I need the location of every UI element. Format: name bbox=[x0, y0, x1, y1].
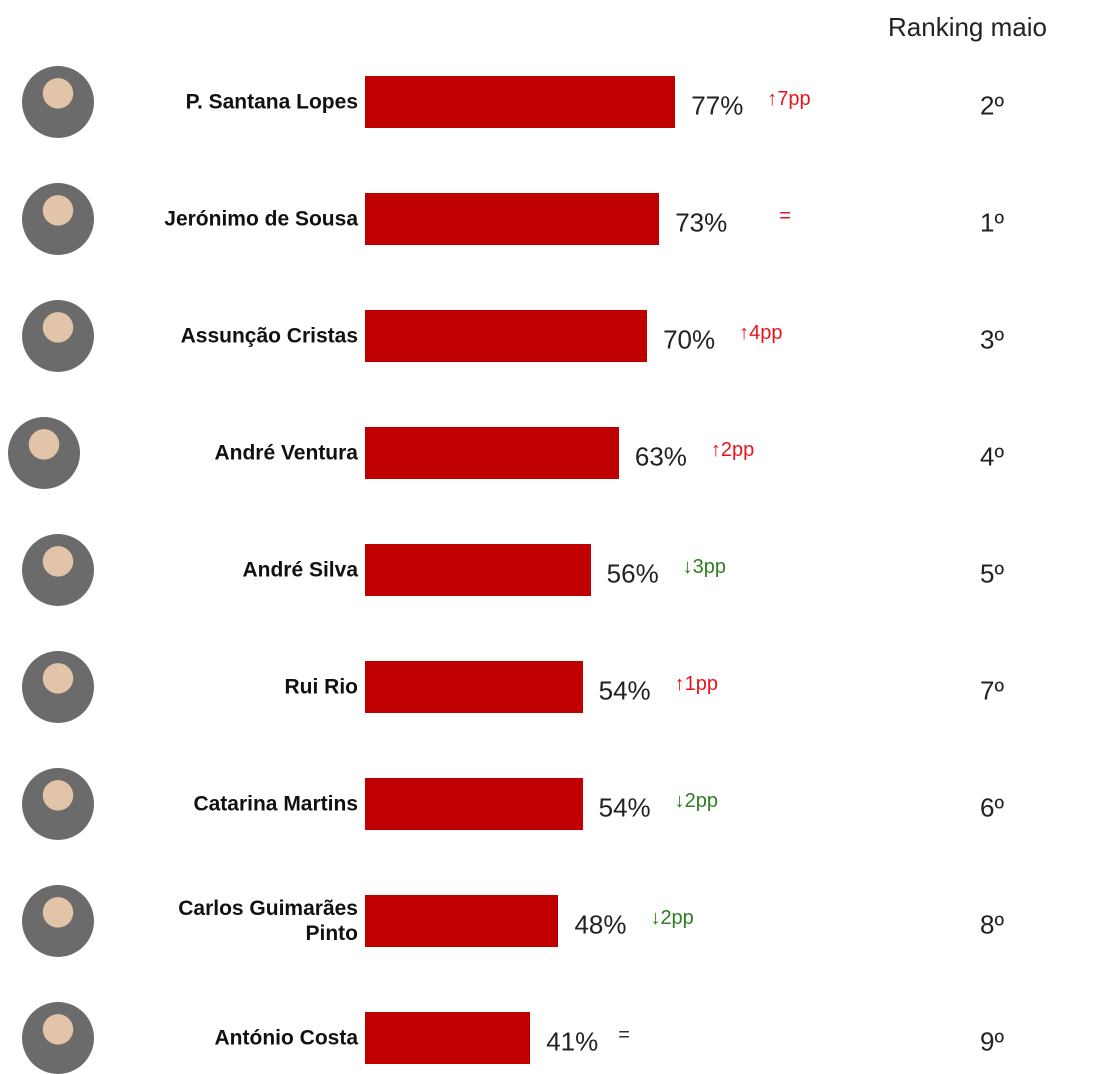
ranking-label: 8º bbox=[980, 909, 1004, 940]
ranking-label: 1º bbox=[980, 207, 1004, 238]
bar bbox=[365, 544, 591, 596]
category-label: P. Santana Lopes bbox=[185, 90, 358, 114]
bar bbox=[365, 661, 583, 713]
bar bbox=[365, 193, 660, 245]
column-header: Ranking maio bbox=[888, 12, 1047, 42]
bar bbox=[365, 427, 619, 479]
bar bbox=[365, 1012, 531, 1064]
photo bbox=[22, 1002, 94, 1074]
value-label: 54% bbox=[598, 792, 651, 823]
bar bbox=[365, 778, 583, 830]
photo bbox=[22, 66, 94, 138]
photo bbox=[22, 885, 94, 957]
category-label: Rui Rio bbox=[284, 675, 359, 699]
value-label: 77% bbox=[691, 90, 744, 121]
category-label: André Ventura bbox=[214, 441, 358, 465]
bar bbox=[365, 895, 559, 947]
change-label: = bbox=[618, 1024, 630, 1047]
ranking-label: 7º bbox=[980, 675, 1004, 706]
change-label: ↓2pp bbox=[650, 907, 694, 930]
category-label: André Silva bbox=[242, 558, 358, 582]
change-label: ↑4pp bbox=[739, 322, 783, 345]
value-label: 54% bbox=[598, 675, 651, 706]
bar bbox=[365, 76, 676, 128]
change-label: ↑1pp bbox=[674, 673, 718, 696]
value-label: 63% bbox=[634, 441, 687, 472]
category-label: Catarina Martins bbox=[193, 792, 358, 816]
ranking-label: 5º bbox=[980, 558, 1004, 589]
change-label: ↑7pp bbox=[767, 88, 811, 111]
ranking-label: 2º bbox=[980, 90, 1004, 121]
photo bbox=[22, 651, 94, 723]
ranking-label: 4º bbox=[980, 441, 1004, 472]
category-label: Assunção Cristas bbox=[180, 324, 358, 348]
photo bbox=[22, 300, 94, 372]
value-label: 48% bbox=[574, 909, 627, 940]
photo bbox=[8, 417, 80, 489]
value-label: 73% bbox=[675, 207, 728, 238]
change-label: ↓2pp bbox=[674, 790, 718, 813]
photo bbox=[22, 534, 94, 606]
bar bbox=[365, 310, 648, 362]
category-label: Carlos Guimarães Pinto bbox=[178, 896, 358, 945]
ranking-label: 9º bbox=[980, 1026, 1004, 1057]
ranking-label: 3º bbox=[980, 324, 1004, 355]
category-label: Jerónimo de Sousa bbox=[164, 207, 358, 231]
value-label: 70% bbox=[663, 324, 716, 355]
change-label: ↑2pp bbox=[710, 439, 755, 462]
photo bbox=[22, 768, 94, 840]
ranking-label: 6º bbox=[980, 792, 1004, 823]
photo bbox=[22, 183, 94, 255]
change-label: ↓3pp bbox=[682, 556, 727, 579]
value-label: 41% bbox=[546, 1026, 599, 1057]
category-label: António Costa bbox=[214, 1026, 358, 1050]
change-label: = bbox=[779, 205, 791, 228]
value-label: 56% bbox=[606, 558, 659, 589]
